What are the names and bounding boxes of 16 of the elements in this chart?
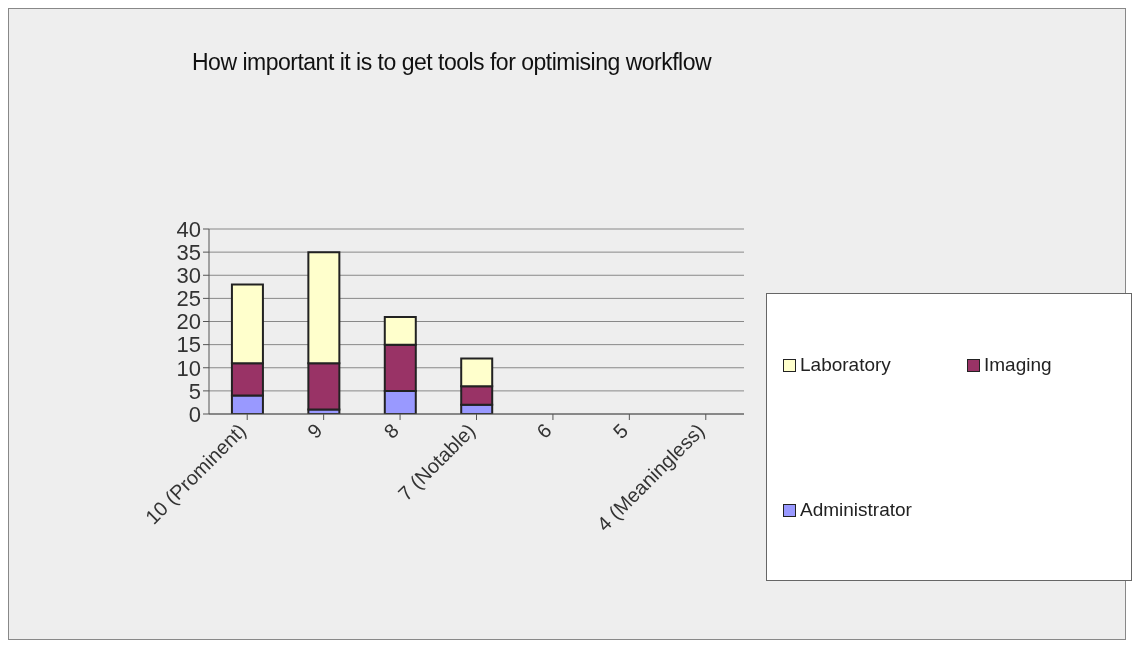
y-tick-label: 40 [176, 216, 201, 242]
y-tick-label: 5 [188, 378, 201, 404]
y-tick-label: 0 [188, 401, 201, 427]
y-tick-label: 25 [176, 286, 201, 312]
x-tick-label: 8 [379, 419, 403, 443]
y-tick-label: 15 [176, 332, 201, 358]
legend-label: Imaging [983, 354, 1052, 376]
chart-title: How important it is to get tools for optimising workflow [192, 49, 712, 76]
y-tick-label: 30 [176, 263, 201, 289]
legend-label: Administrator [799, 499, 912, 521]
y-tick-label: 10 [176, 355, 201, 381]
y-tick-label: 20 [176, 309, 201, 335]
x-tick-label: 6 [532, 419, 556, 443]
legend-label: Laboratory [799, 354, 891, 376]
y-tick-label: 35 [176, 239, 201, 265]
x-tick-label: 9 [303, 419, 327, 443]
